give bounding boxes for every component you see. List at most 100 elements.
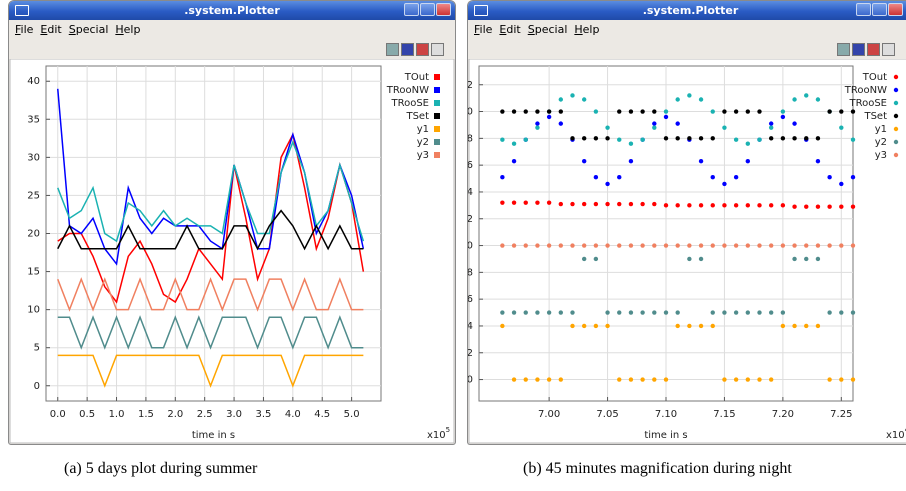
toolbar-button[interactable] <box>852 43 865 56</box>
data-point <box>511 158 517 164</box>
y-tick-label: 18 <box>468 133 473 144</box>
data-point <box>558 243 564 248</box>
menu-item[interactable]: File <box>474 23 493 36</box>
data-point <box>850 377 856 382</box>
data-point <box>780 136 786 141</box>
x-multiplier-base: x10 <box>886 430 905 441</box>
data-point <box>640 243 645 248</box>
y-tick-label: 40 <box>27 76 40 87</box>
data-point <box>827 243 832 248</box>
menu-item[interactable]: Edit <box>499 23 521 36</box>
y-tick-label: 12 <box>468 214 473 225</box>
y-tick-label: 30 <box>27 152 40 163</box>
data-point <box>815 243 821 248</box>
data-point <box>780 243 786 248</box>
data-point <box>687 93 692 98</box>
maximize-button[interactable] <box>872 3 887 16</box>
data-point <box>780 114 786 120</box>
y-tick-label: 25 <box>27 190 40 201</box>
y-tick-label: 4 <box>468 321 473 332</box>
toolbar-button[interactable] <box>837 43 850 56</box>
toolbar-button[interactable] <box>867 43 880 56</box>
data-point <box>710 175 715 180</box>
toolbar-button[interactable] <box>882 43 895 56</box>
data-point <box>593 109 599 114</box>
toolbar-button[interactable] <box>416 43 429 56</box>
legend-label: y1 <box>875 124 887 135</box>
toolbar-button[interactable] <box>401 43 414 56</box>
data-point <box>768 136 774 141</box>
data-point <box>605 125 610 130</box>
menu-item[interactable]: Edit <box>40 23 62 36</box>
data-point <box>546 114 552 120</box>
data-point <box>570 201 575 207</box>
maximize-button[interactable] <box>420 3 435 16</box>
data-point <box>722 243 727 248</box>
data-point <box>675 121 680 126</box>
data-point <box>558 377 564 382</box>
menu-item[interactable]: Help <box>574 23 600 36</box>
data-point <box>617 201 622 207</box>
data-point <box>815 323 821 329</box>
data-point <box>523 109 528 114</box>
data-point <box>523 243 528 248</box>
data-point <box>570 93 575 98</box>
legend-label: y3 <box>875 150 887 161</box>
data-point <box>605 310 610 315</box>
toolbar-button[interactable] <box>386 43 399 56</box>
data-point <box>546 377 552 382</box>
data-point <box>593 175 599 180</box>
data-point <box>687 136 692 141</box>
data-point <box>511 310 517 315</box>
data-point <box>535 200 540 205</box>
data-point <box>768 121 774 126</box>
x-multiplier: x105 <box>427 426 450 441</box>
series-line <box>57 277 364 312</box>
system-icon[interactable] <box>15 5 29 16</box>
data-point <box>710 243 715 248</box>
plot-panel: 0 5 10 15 20 25 30 35 40 0.0 0.5 1.0 1.5 2.0 2.5 3.0 3.5… <box>9 59 455 444</box>
close-button[interactable] <box>888 3 903 16</box>
data-point <box>768 243 774 248</box>
x-tick-label: 7.05 <box>596 409 618 420</box>
minimize-button[interactable] <box>856 3 871 16</box>
data-point <box>757 377 762 382</box>
legend-marker <box>893 152 899 158</box>
data-point <box>745 377 751 382</box>
legend-marker <box>434 126 440 132</box>
data-point <box>745 158 751 164</box>
x-tick-label: 4.0 <box>285 409 301 420</box>
data-point <box>535 125 540 130</box>
y-tick-label: 22 <box>468 80 473 91</box>
menu-item[interactable]: Special <box>68 23 109 36</box>
data-point <box>628 310 634 315</box>
data-point <box>570 310 575 315</box>
legend-label: TRooSE <box>390 98 429 109</box>
close-button[interactable] <box>436 3 451 16</box>
data-point <box>745 243 751 248</box>
toolbar-button[interactable] <box>431 43 444 56</box>
data-point <box>687 323 692 329</box>
x-tick-label: 7.20 <box>772 409 794 420</box>
data-point <box>535 310 540 315</box>
data-point <box>500 323 505 329</box>
minimize-button[interactable] <box>404 3 419 16</box>
menu-item[interactable]: Special <box>527 23 568 36</box>
data-point <box>792 243 797 248</box>
legend-label: y3 <box>417 150 429 161</box>
data-point <box>792 97 797 102</box>
system-icon[interactable] <box>474 5 488 16</box>
data-point <box>523 200 528 205</box>
data-point <box>675 310 680 315</box>
data-point <box>827 109 832 114</box>
data-point <box>500 137 505 142</box>
y-tick-label: 20 <box>468 107 473 118</box>
series-line <box>57 140 365 243</box>
menu-item[interactable]: Help <box>115 23 141 36</box>
legend-marker <box>893 113 899 119</box>
data-point <box>804 243 809 248</box>
data-point <box>570 243 575 248</box>
data-point <box>804 323 809 329</box>
plotter-window: .system.Plotter File Edit Special Help 0 5 10… <box>8 0 456 445</box>
menu-item[interactable]: File <box>15 23 34 36</box>
